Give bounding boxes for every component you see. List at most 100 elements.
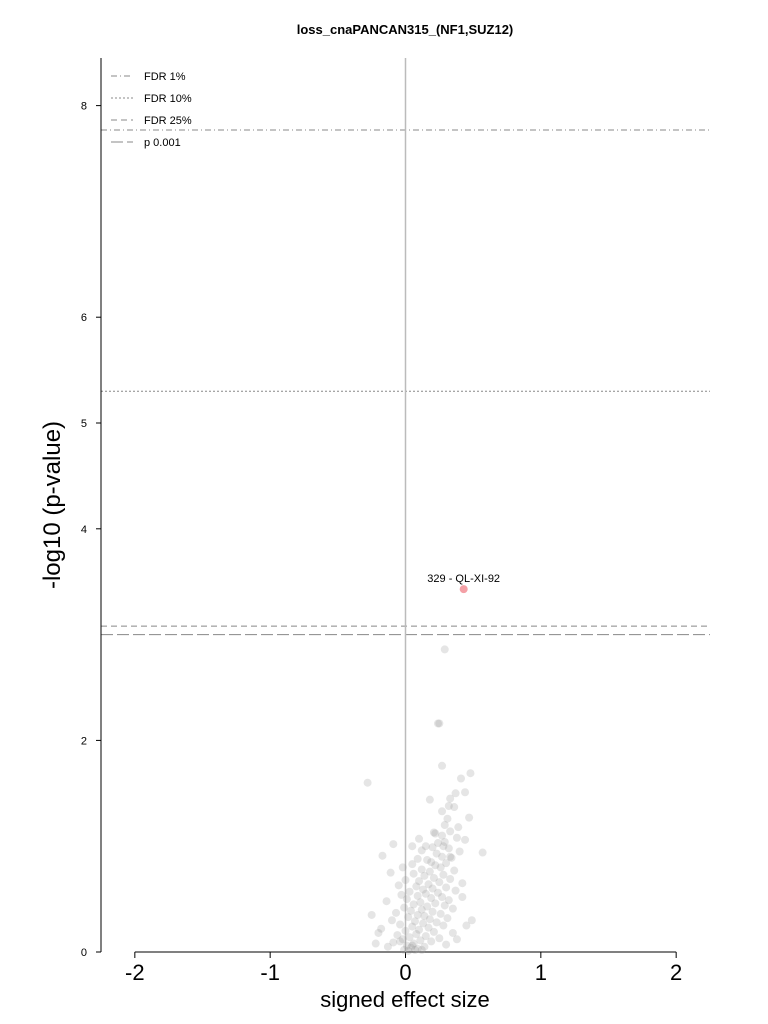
data-point [408,860,417,869]
data-point [417,865,426,874]
x-tick-label: 2 [670,960,682,985]
data-point [447,853,456,862]
data-point [461,788,470,797]
data-point [413,910,422,919]
data-point [412,882,421,891]
data-point [389,840,398,849]
data-point [433,888,442,897]
data-point [424,923,433,932]
data-point [408,842,417,851]
data-point [438,761,447,770]
data-point [367,910,376,919]
data-point [409,869,418,878]
data-point [438,852,447,861]
data-point [456,774,465,783]
x-tick-label: 1 [535,960,547,985]
data-point [413,891,422,900]
data-point [410,917,419,926]
data-point [442,883,451,892]
data-point [439,870,448,879]
data-point [436,863,445,872]
data-point [443,914,452,923]
data-point [429,828,438,837]
data-point [427,937,436,946]
data-point [432,849,441,858]
chart-title: loss_cnaPANCAN315_(NF1,SUZ12) [297,22,514,37]
data-point [458,879,467,888]
legend-label: p 0.001 [144,137,181,149]
data-point [415,877,424,886]
data-point [420,871,429,880]
data-point [435,719,444,728]
data-point [398,863,407,872]
x-tick-label: -1 [260,960,280,985]
data-point [452,935,461,944]
data-point [405,933,414,942]
data-point [404,913,413,922]
data-point [455,847,464,856]
y-tick-label: 6 [81,312,87,324]
data-point [478,848,487,857]
data-point [428,843,437,852]
data-point [401,926,410,935]
data-point [405,887,414,896]
data-point [428,907,437,916]
data-point [438,831,447,840]
data-point [427,894,436,903]
data-point [439,921,448,930]
data-point [433,839,442,848]
data-point [410,945,419,954]
data-point [413,854,422,863]
highlight-point [459,585,468,594]
data-point [393,931,402,940]
data-point [394,881,403,890]
data-point [371,939,380,948]
data-point [428,884,437,893]
data-point [462,921,471,930]
data-point [438,892,447,901]
data-point [439,842,448,851]
data-point [440,821,449,830]
data-point [440,901,449,910]
data-point [396,937,405,946]
legend: FDR 1% FDR 10% FDR 25% p 0.001 [111,71,192,149]
data-point [443,814,452,823]
data-point [440,645,449,654]
data-point [420,912,429,921]
data-point [438,807,447,816]
data-point [406,906,415,915]
data-point [433,719,442,728]
data-point [431,861,440,870]
data-point [417,945,426,954]
data-point [448,928,457,937]
data-point [404,946,413,955]
highlight-layer: 329 - QL-XI-92 [427,573,500,594]
y-tick-label: 4 [81,524,87,536]
y-tick-label: 5 [81,418,87,430]
data-point [452,833,461,842]
data-point [408,922,417,931]
data-point [415,834,424,843]
data-point [400,945,409,954]
data-point [450,866,459,875]
data-point [432,918,441,927]
data-point [442,940,451,949]
data-point [378,851,387,860]
data-point [382,897,391,906]
data-point [402,941,411,950]
legend-label: FDR 10% [144,93,192,105]
data-point [444,896,453,905]
y-axis-label: -log10 (p-value) [39,421,66,589]
data-point [397,890,406,899]
data-point [389,938,398,947]
data-point [374,928,383,937]
data-point [451,886,460,895]
data-point [416,898,425,907]
y-tick-label: 0 [81,947,87,959]
data-point [409,900,418,909]
data-point [415,925,424,934]
data-point [396,920,405,929]
data-point [425,867,434,876]
data-point [419,919,428,928]
data-point [454,823,463,832]
